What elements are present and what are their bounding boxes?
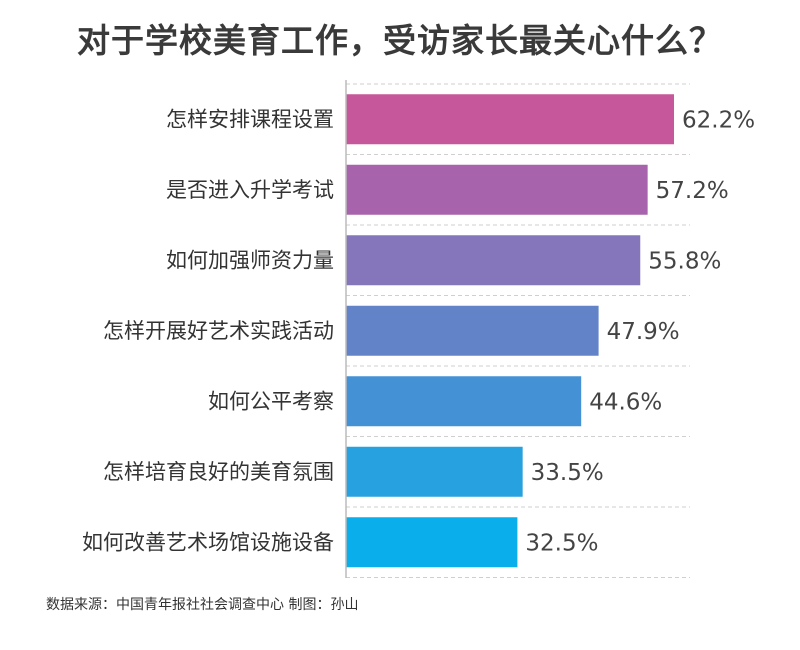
bar <box>346 446 523 497</box>
value-label: 32.5% <box>525 530 598 556</box>
bar <box>346 94 674 145</box>
category-label: 怎样安排课程设置 <box>166 107 334 131</box>
category-label: 怎样开展好艺术实践活动 <box>103 319 334 343</box>
value-label: 57.2% <box>656 178 729 204</box>
value-label: 55.8% <box>648 248 721 274</box>
source-note: 数据来源：中国青年报社社会调查中心 制图：孙山 <box>46 597 359 613</box>
category-label: 如何公平考察 <box>208 389 334 413</box>
value-label: 33.5% <box>531 460 604 486</box>
bar <box>346 235 641 286</box>
bar <box>346 517 518 568</box>
bars <box>346 94 674 568</box>
grid-lines <box>346 83 690 578</box>
category-labels: 怎样安排课程设置是否进入升学考试如何加强师资力量怎样开展好艺术实践活动如何公平考… <box>82 107 334 554</box>
category-label: 怎样培育良好的美育氛围 <box>103 460 334 484</box>
category-label: 是否进入升学考试 <box>166 178 334 202</box>
bar <box>346 305 599 356</box>
bar <box>346 164 648 215</box>
category-label: 如何加强师资力量 <box>166 248 334 272</box>
value-labels: 62.2% 57.2% 55.8% 47.9% 44.6% 33.5% 32.5% <box>525 107 755 556</box>
value-label: 62.2% <box>682 107 755 133</box>
category-label: 如何改善艺术场馆设施设备 <box>82 530 334 554</box>
chart-title: 对于学校美育工作，受访家长最关心什么？ <box>77 21 723 60</box>
value-label: 47.9% <box>607 319 680 345</box>
value-label: 44.6% <box>589 389 662 415</box>
bar <box>346 376 582 427</box>
